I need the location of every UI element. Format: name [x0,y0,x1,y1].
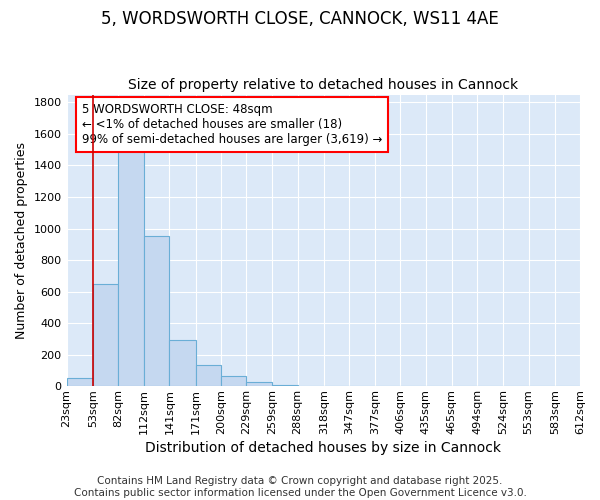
Bar [246,382,272,386]
Text: 5 WORDSWORTH CLOSE: 48sqm
← <1% of detached houses are smaller (18)
99% of semi-: 5 WORDSWORTH CLOSE: 48sqm ← <1% of detac… [82,104,382,146]
Bar [196,365,221,386]
Title: Size of property relative to detached houses in Cannock: Size of property relative to detached ho… [128,78,518,92]
Text: Contains HM Land Registry data © Crown copyright and database right 2025.
Contai: Contains HM Land Registry data © Crown c… [74,476,526,498]
Bar [118,150,144,386]
Y-axis label: Number of detached properties: Number of detached properties [15,142,28,339]
Bar [92,284,118,386]
Bar [221,376,246,386]
X-axis label: Distribution of detached houses by size in Cannock: Distribution of detached houses by size … [145,441,501,455]
Bar [67,378,92,386]
Bar [169,340,196,386]
Text: 5, WORDSWORTH CLOSE, CANNOCK, WS11 4AE: 5, WORDSWORTH CLOSE, CANNOCK, WS11 4AE [101,10,499,28]
Bar [144,236,169,386]
